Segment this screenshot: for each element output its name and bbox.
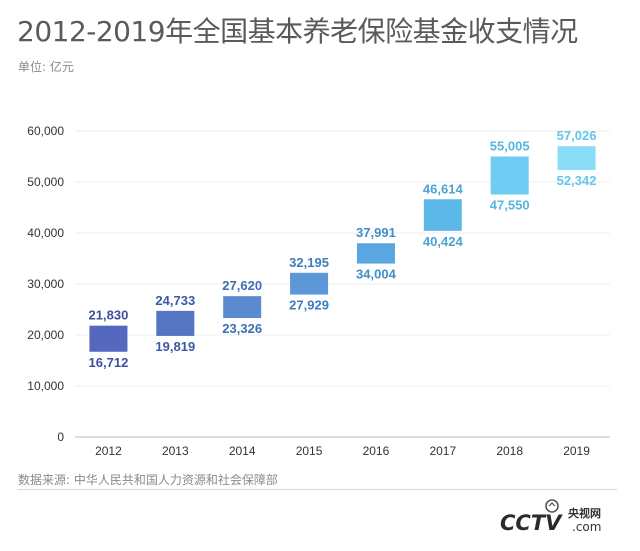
y-tick-label: 60,000 [27,124,64,138]
floating-bar [89,325,128,352]
chart-title: 2012-2019年全国基本养老保险基金收支情况 [17,15,578,48]
low-value-label: 19,819 [155,339,195,354]
footer-divider [17,489,617,490]
low-value-label: 47,550 [490,197,530,212]
logo-text: CCTV [500,511,563,535]
x-tick-label: 2013 [162,444,189,458]
high-value-label: 55,005 [490,138,530,153]
x-tick-label: 2019 [563,444,590,458]
x-tick-label: 2018 [496,444,523,458]
y-tick-label: 40,000 [27,226,64,240]
floating-bar [223,296,262,319]
y-tick-label: 0 [57,430,64,444]
logo-cn-label: 央视网 [568,507,601,520]
y-tick-label: 50,000 [27,175,64,189]
cctv-logo-icon: CCTV [500,499,563,535]
high-value-label: 37,991 [356,225,396,240]
low-value-label: 34,004 [356,267,397,282]
high-value-label: 57,026 [557,128,597,143]
floating-bar [356,243,395,264]
floating-bar [423,199,462,231]
x-tick-label: 2012 [95,444,122,458]
x-tick-label: 2016 [363,444,390,458]
logo-suffix: .com [572,520,602,534]
high-value-label: 24,733 [155,293,195,308]
low-value-label: 23,326 [222,321,262,336]
floating-bar [156,310,195,336]
y-tick-label: 10,000 [27,379,64,393]
floating-bar [557,146,596,171]
unit-label: 单位: 亿元 [18,60,74,74]
high-value-label: 32,195 [289,255,329,270]
y-tick-label: 20,000 [27,328,64,342]
floating-bar [290,272,329,295]
x-tick-label: 2017 [429,444,456,458]
x-tick-label: 2014 [229,444,256,458]
high-value-label: 27,620 [222,278,262,293]
high-value-label: 21,830 [89,308,129,323]
high-value-label: 46,614 [423,181,464,196]
low-value-label: 40,424 [423,234,464,249]
source-note: 数据来源: 中华人民共和国人力资源和社会保障部 [18,473,278,487]
low-value-label: 16,712 [89,355,129,370]
floating-bar-chart: 0 10,000 20,000 30,000 40,000 50,000 60,000 21,… [27,124,610,458]
x-tick-label: 2015 [296,444,323,458]
low-value-label: 52,342 [557,173,597,188]
low-value-label: 27,929 [289,298,329,313]
y-tick-label: 30,000 [27,277,64,291]
floating-bar [490,156,529,195]
